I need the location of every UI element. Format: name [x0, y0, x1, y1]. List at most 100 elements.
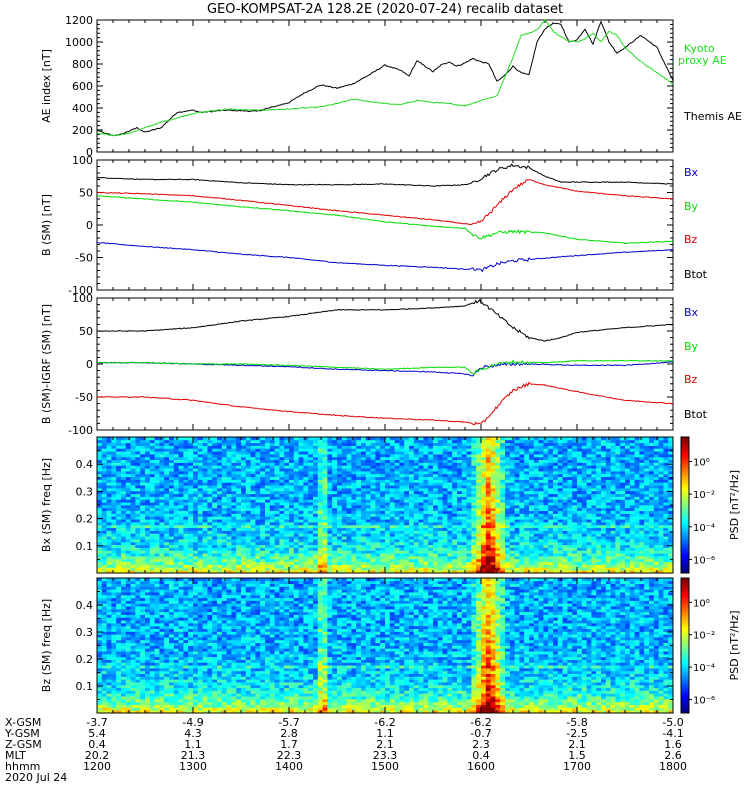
spectrogram-cell — [505, 516, 511, 520]
spectrogram-cell — [284, 493, 290, 497]
spectrogram-cell — [337, 530, 343, 534]
spectrogram-cell — [255, 561, 261, 565]
spectrogram-cell — [509, 490, 515, 495]
spectrogram-cell — [409, 439, 415, 444]
spectrogram-cell — [514, 493, 520, 497]
spectrogram-cell — [269, 465, 275, 469]
spectrogram-cell — [178, 482, 184, 486]
spectrogram-cell — [274, 530, 280, 534]
spectrogram-cell — [255, 519, 261, 523]
spectrogram-cell — [255, 476, 261, 480]
spectrogram-cell — [274, 451, 280, 455]
spectrogram-cell — [250, 442, 256, 446]
spectrogram-cell — [341, 527, 347, 531]
spectrogram-cell — [322, 442, 328, 446]
spectrogram-cell — [125, 539, 131, 543]
spectrogram-cell — [457, 567, 463, 571]
spectrogram-cell — [241, 496, 247, 500]
spectrogram-cell — [202, 448, 208, 452]
spectrogram-cell — [188, 479, 194, 483]
spectrogram-cell — [178, 564, 184, 568]
spectrogram-cell — [418, 490, 424, 495]
spectrogram-cell — [173, 442, 179, 446]
spectrogram-cell — [260, 550, 266, 554]
spectrogram-cell — [533, 567, 539, 571]
spectrogram-cell — [322, 539, 328, 543]
spectrogram-cell — [250, 570, 256, 574]
spectrogram-cell — [433, 482, 439, 486]
spectrogram-cell — [207, 544, 213, 548]
spectrogram-cell — [140, 462, 146, 466]
spectrogram-cell — [101, 454, 107, 458]
spectrogram-cell — [154, 507, 160, 512]
spectrogram-cell — [466, 459, 472, 463]
spectrogram-cell — [548, 516, 554, 520]
spectrogram-cell — [101, 462, 107, 466]
spectrogram-cell — [365, 519, 371, 523]
spectrogram-cell — [226, 448, 232, 452]
spectrogram-cell — [485, 488, 491, 492]
spectrogram-cell — [533, 553, 539, 557]
spectrogram-cell — [221, 462, 227, 466]
spectrogram-cell — [274, 519, 280, 523]
spectrogram-cell — [140, 533, 146, 537]
spectrogram-cell — [265, 442, 271, 446]
spectrogram-cell — [447, 567, 453, 571]
spectrogram-cell — [231, 533, 237, 537]
spectrogram-cell — [289, 561, 295, 565]
spectrogram-cell — [202, 451, 208, 455]
spectrogram-cell — [433, 516, 439, 520]
spectrogram-cell — [332, 465, 338, 469]
spectrogram-cell — [125, 558, 131, 563]
spectrogram-cell — [356, 510, 362, 514]
spectrogram-cell — [217, 561, 223, 565]
spectrogram-cell — [154, 479, 160, 483]
spectrogram-cell — [361, 527, 367, 531]
spectrogram-cell — [413, 550, 419, 554]
spectrogram-cell — [409, 482, 415, 486]
spectrogram-cell — [509, 462, 515, 466]
spectrogram-cell — [274, 490, 280, 495]
spectrogram-cell — [481, 476, 487, 480]
spectrogram-cell — [97, 479, 103, 483]
spectrogram-cell — [125, 570, 131, 574]
spectrogram-cell — [154, 459, 160, 463]
spectrogram-cell — [178, 533, 184, 537]
spectrogram-cell — [514, 513, 520, 517]
spectrogram-cell — [466, 476, 472, 480]
spectrogram-cell — [500, 493, 506, 497]
spectrogram-cell — [260, 496, 266, 500]
spectrogram-cell — [375, 550, 381, 554]
spectrogram-cell — [97, 439, 103, 444]
spectrogram-cell — [260, 570, 266, 574]
spectrogram-cell — [394, 570, 400, 574]
spectrogram-cell — [101, 473, 107, 478]
spectrogram-cell — [481, 459, 487, 463]
spectrogram-cell — [178, 454, 184, 458]
spectrogram-cell — [337, 522, 343, 526]
spectrogram-cell — [418, 462, 424, 466]
spectrogram-cell — [260, 493, 266, 497]
spectrogram-cell — [149, 510, 155, 514]
spectrogram-cell — [293, 473, 299, 478]
y-tick-label: -100 — [68, 284, 93, 297]
spectrogram-cell — [145, 496, 151, 500]
spectrogram-cell — [409, 519, 415, 523]
spectrogram-cell — [514, 442, 520, 446]
spectrogram-cell — [313, 570, 319, 574]
spectrogram-cell — [524, 468, 530, 472]
spectrogram-cell — [404, 451, 410, 455]
spectrogram-cell — [173, 533, 179, 537]
spectrogram-cell — [524, 544, 530, 548]
spectrogram-cell — [164, 541, 170, 546]
spectrogram-cell — [293, 490, 299, 495]
spectrogram-cell — [221, 556, 227, 560]
spectrogram-cell — [509, 524, 515, 529]
spectrogram-cell — [197, 567, 203, 571]
spectrogram-cell — [332, 448, 338, 452]
spectrogram-cell — [169, 533, 175, 537]
spectrogram-cell — [149, 439, 155, 444]
spectrogram-cell — [495, 524, 501, 529]
spectrogram-cell — [245, 516, 251, 520]
spectrogram-cell — [509, 482, 515, 486]
